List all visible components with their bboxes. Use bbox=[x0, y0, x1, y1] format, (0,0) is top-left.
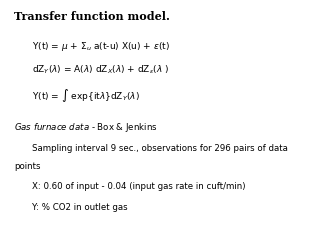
Text: $\it{Gas\ furnace\ data}$ - Box & Jenkins: $\it{Gas\ furnace\ data}$ - Box & Jenkin… bbox=[14, 121, 158, 134]
Text: Y(t) = $\mu$ + $\Sigma_u$ a(t-u) X(u) + $\varepsilon$(t): Y(t) = $\mu$ + $\Sigma_u$ a(t-u) X(u) + … bbox=[32, 40, 170, 53]
Text: dZ$_Y$($\lambda$) = A($\lambda$) dZ$_X$($\lambda$) + dZ$_\varepsilon$($\lambda$ : dZ$_Y$($\lambda$) = A($\lambda$) dZ$_X$(… bbox=[32, 64, 169, 76]
Text: Y: % CO2 in outlet gas: Y: % CO2 in outlet gas bbox=[32, 203, 128, 212]
Text: points: points bbox=[14, 162, 41, 171]
Text: Sampling interval 9 sec., observations for 296 pairs of data: Sampling interval 9 sec., observations f… bbox=[32, 144, 288, 153]
Text: X: 0.60 of input - 0.04 (input gas rate in cuft/min): X: 0.60 of input - 0.04 (input gas rate … bbox=[32, 182, 245, 192]
Text: Y(t) = $\int$ exp{it$\lambda$}dZ$_Y$($\lambda$): Y(t) = $\int$ exp{it$\lambda$}dZ$_Y$($\l… bbox=[32, 88, 140, 104]
Text: Transfer function model.: Transfer function model. bbox=[14, 11, 170, 22]
